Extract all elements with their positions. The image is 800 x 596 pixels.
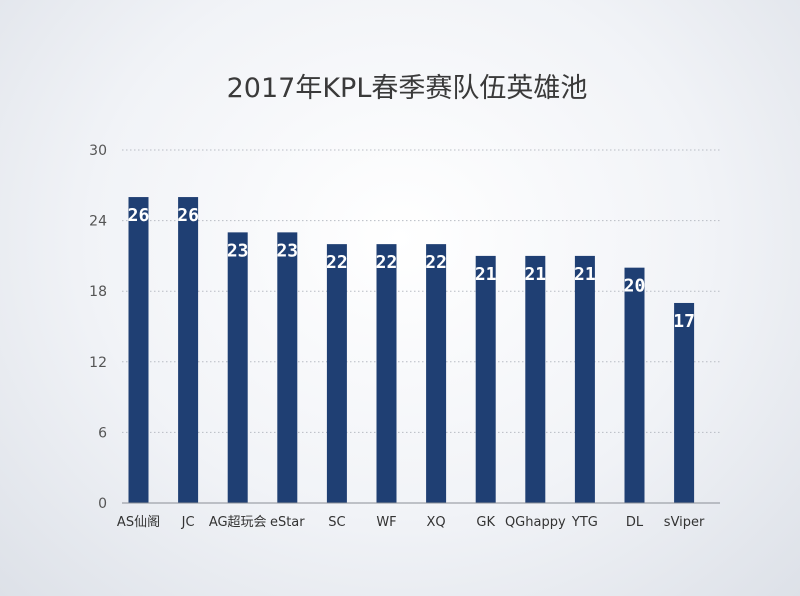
data-label: 20 bbox=[624, 276, 646, 297]
data-label: 21 bbox=[524, 264, 546, 285]
x-axis-categories: AS仙阁 JC AG超玩会 eStar SC WF XQ GK QGhappy YTG DL sVip… bbox=[117, 515, 705, 530]
data-label: 23 bbox=[276, 240, 298, 261]
data-label: 22 bbox=[326, 252, 348, 273]
data-label: 22 bbox=[376, 252, 398, 273]
data-labels: 26 26 23 23 22 22 22 21 21 21 20 17 bbox=[128, 205, 695, 332]
y-tick-label: 12 bbox=[89, 355, 107, 371]
category-label: WF bbox=[376, 515, 396, 530]
category-label: SC bbox=[328, 515, 345, 530]
bar bbox=[624, 267, 645, 503]
bar bbox=[178, 197, 199, 504]
category-label: YTG bbox=[571, 515, 598, 530]
bars bbox=[128, 197, 695, 504]
data-label: 23 bbox=[227, 240, 249, 261]
bar bbox=[426, 244, 447, 503]
y-tick-label: 30 bbox=[89, 143, 107, 159]
bar bbox=[475, 255, 496, 503]
bar bbox=[674, 302, 695, 503]
bar bbox=[227, 232, 248, 503]
y-tick-label: 18 bbox=[89, 284, 107, 300]
bar bbox=[277, 232, 298, 503]
bar bbox=[128, 197, 149, 504]
y-axis-ticks: 0 6 12 18 24 30 bbox=[89, 143, 107, 512]
category-label: GK bbox=[476, 515, 495, 530]
data-label: 21 bbox=[574, 264, 596, 285]
bar bbox=[574, 255, 595, 503]
y-tick-label: 24 bbox=[89, 214, 107, 230]
data-label: 22 bbox=[425, 252, 447, 273]
bar bbox=[376, 244, 397, 503]
data-label: 26 bbox=[177, 205, 199, 226]
category-label: sViper bbox=[664, 515, 705, 530]
category-label: XQ bbox=[427, 515, 446, 530]
category-label: AS仙阁 bbox=[117, 515, 160, 530]
chart-title: 2017年KPL春季赛队伍英雄池 bbox=[227, 73, 588, 104]
bar bbox=[525, 255, 546, 503]
category-label: JC bbox=[181, 515, 195, 530]
y-tick-label: 6 bbox=[98, 425, 107, 441]
category-label: QGhappy bbox=[505, 515, 566, 530]
data-label: 21 bbox=[475, 264, 497, 285]
data-label: 26 bbox=[128, 205, 150, 226]
data-label: 17 bbox=[673, 311, 695, 332]
bar bbox=[326, 244, 347, 503]
category-label: eStar bbox=[270, 515, 305, 530]
y-tick-label: 0 bbox=[98, 496, 107, 512]
category-label: DL bbox=[626, 515, 644, 530]
category-label: AG超玩会 bbox=[209, 515, 267, 530]
